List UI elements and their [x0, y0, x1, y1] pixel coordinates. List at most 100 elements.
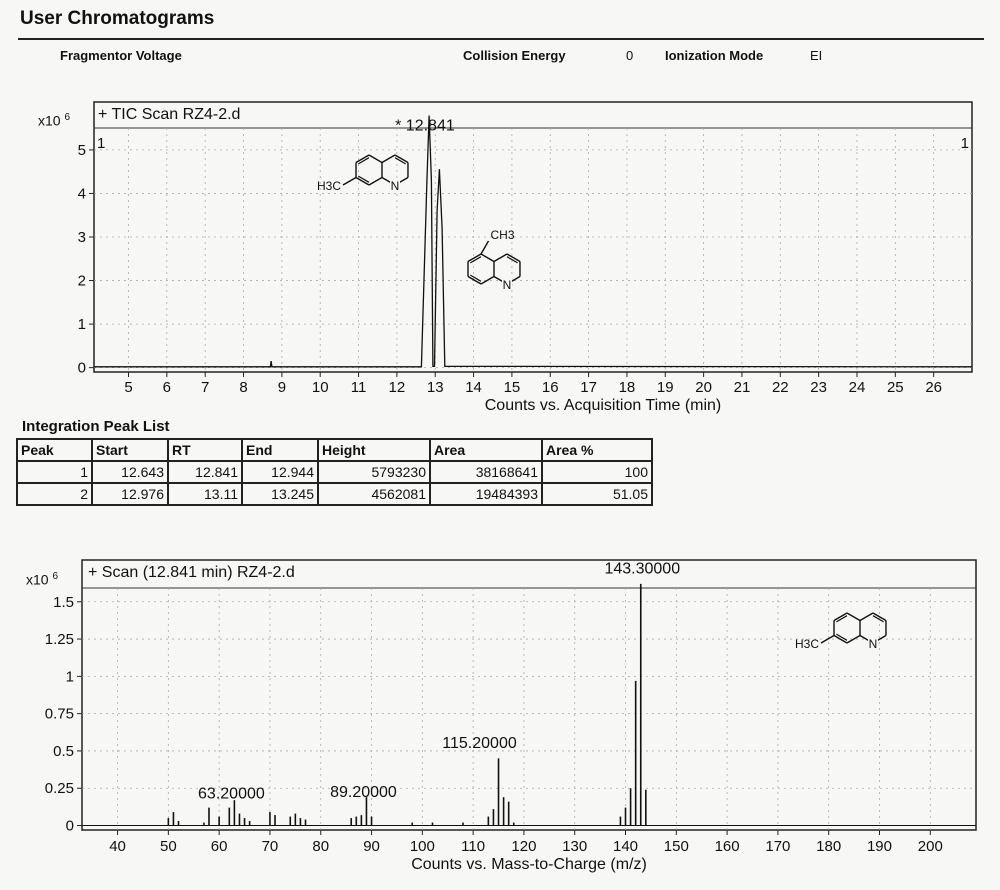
ms-structure-7-methylquinoline-double-bond — [836, 615, 848, 623]
ms-structure-7-methylquinoline-atom-bg — [867, 637, 878, 649]
tic-x-tick-label: 14 — [465, 379, 482, 396]
tic-x-tick-label: 7 — [201, 379, 209, 396]
tic-x-axis-title: Counts vs. Acquisition Time (min) — [485, 397, 722, 414]
tic-x-tick-label: 23 — [810, 379, 827, 396]
ms-peak-label: 115.20000 — [442, 735, 517, 752]
tic-structure-7-methylquinoline-bond — [355, 154, 370, 164]
tic-x-tick-label: 16 — [542, 379, 559, 396]
title-divider — [18, 38, 984, 40]
ms-x-tick-label: 100 — [410, 838, 435, 855]
cell-area: 19484393 — [429, 482, 543, 506]
ms-x-tick-label: 190 — [867, 838, 892, 855]
tic-structure-5-methylquinoline-double-bond — [470, 256, 482, 264]
ms-x-tick-label: 200 — [918, 838, 943, 855]
cell-area-pct: 51.05 — [541, 482, 653, 506]
tic-x-tick-label: 26 — [925, 379, 942, 396]
table-header-row: Peak Start RT End Height Area Area % — [16, 438, 653, 462]
ms-y-tick-label: 1 — [66, 668, 74, 685]
ms-y-tick-label: 0.25 — [45, 780, 74, 797]
tic-x-tick-label: 12 — [389, 379, 406, 396]
header-height: Height — [317, 438, 431, 462]
cell-area: 38168641 — [429, 460, 543, 484]
ms-y-tick-label: 0 — [66, 818, 74, 835]
tic-x-tick-label: 11 — [351, 379, 367, 396]
ionization-mode-label: Ionization Mode — [665, 48, 764, 63]
tic-structure-7-methylquinoline-double-bond — [358, 175, 370, 183]
tic-x-tick-label: 8 — [239, 379, 247, 396]
ms-structure-7-methylquinoline-bond — [846, 612, 861, 622]
tic-structure-7-methylquinoline-bond — [368, 176, 383, 186]
ms-structure-7-methylquinoline-bond — [833, 612, 848, 622]
cell-start: 12.976 — [91, 482, 169, 506]
ionization-mode-value: EI — [810, 48, 823, 63]
tic-y-tick-label: 3 — [78, 229, 86, 246]
ms-structure-7-methylquinoline-substituent-bond — [820, 634, 835, 644]
tic-x-tick-label: 10 — [312, 379, 329, 396]
ms-x-tick-label: 170 — [765, 838, 790, 855]
tic-y-tick-label: 1 — [78, 316, 86, 333]
cell-rt: 13.11 — [167, 482, 243, 506]
tic-structure-5-methylquinoline-atom-bg — [501, 278, 512, 290]
ms-y-multiplier: x10 6 — [26, 571, 59, 588]
header-area: Area — [429, 438, 543, 462]
ms-x-tick-label: 160 — [715, 838, 740, 855]
tic-structure-5-methylquinoline-bond — [467, 275, 482, 285]
ms-structure-7-methylquinoline-nitrogen-label: N — [869, 637, 878, 651]
tic-structure-5-methylquinoline-bond — [467, 253, 482, 263]
tic-structure-5-methylquinoline-double-bond — [506, 256, 518, 264]
tic-structure-5-methylquinoline-double-bond — [470, 274, 482, 282]
cell-end: 12.944 — [241, 460, 319, 484]
header-peak: Peak — [16, 438, 93, 462]
tic-structure-7-methylquinoline-methyl-label: H3C — [317, 179, 341, 193]
tic-x-tick-label: 6 — [163, 379, 171, 396]
ms-chart-title: + Scan (12.841 min) RZ4-2.d — [88, 564, 295, 581]
ms-x-tick-label: 110 — [461, 838, 485, 855]
ms-x-tick-label: 180 — [816, 838, 841, 855]
ms-structure-7-methylquinoline-bond — [833, 634, 848, 644]
tic-x-tick-label: 5 — [124, 379, 132, 396]
tic-structure-5-methylquinoline-methyl-label: CH3 — [491, 228, 515, 242]
ms-x-tick-label: 90 — [363, 838, 380, 855]
tic-structure-5-methylquinoline-bond — [493, 253, 508, 263]
tic-structure-7-methylquinoline-double-bond — [394, 157, 406, 165]
ms-structure-7-methylquinoline-bond — [846, 634, 861, 644]
tic-structure-7-methylquinoline-bond — [355, 176, 370, 186]
tic-y-multiplier: x10 6 — [38, 112, 71, 129]
ms-x-tick-label: 130 — [562, 838, 587, 855]
tic-y-tick-label: 4 — [78, 185, 86, 202]
tic-x-tick-label: 13 — [427, 379, 444, 396]
table-row: 2 12.976 13.11 13.245 4562081 19484393 5… — [16, 482, 653, 506]
ms-x-tick-label: 120 — [511, 838, 536, 855]
ms-y-tick-label: 1.25 — [45, 631, 74, 648]
tic-x-tick-label: 19 — [657, 379, 674, 396]
tic-x-tick-label: 24 — [849, 379, 866, 396]
cell-end: 13.245 — [241, 482, 319, 506]
ms-peak-label: 143.30000 — [604, 560, 680, 577]
tic-structure-5-methylquinoline-nitrogen-label: N — [503, 278, 512, 292]
ms-x-tick-label: 80 — [312, 838, 329, 855]
ms-y-tick-label: 1.5 — [53, 594, 74, 611]
tic-structure-7-methylquinoline-nitrogen-label: N — [391, 179, 400, 193]
ms-plot-frame — [81, 559, 977, 831]
ms-x-tick-label: 60 — [211, 838, 228, 855]
tic-marker-right: 1 — [961, 135, 969, 152]
page-title: User Chromatograms — [20, 8, 215, 29]
tic-peak-label: * 12.841 — [395, 117, 455, 134]
ms-peak-label: 63.20000 — [198, 786, 265, 803]
tic-y-tick-label: 2 — [78, 273, 86, 290]
tic-structure-7-methylquinoline-bond — [368, 154, 383, 164]
tic-structure-7-methylquinoline-double-bond — [358, 157, 370, 165]
tic-chart-title: + TIC Scan RZ4-2.d — [98, 106, 241, 123]
ms-x-tick-label: 150 — [664, 838, 689, 855]
cell-rt: 12.841 — [167, 460, 243, 484]
tic-marker-left: 1 — [97, 135, 105, 152]
ms-structure-7-methylquinoline-methyl-label: H3C — [795, 637, 819, 651]
tic-structure-7-methylquinoline-bond — [381, 154, 396, 164]
collision-energy-label: Collision Energy — [463, 48, 566, 63]
ms-x-tick-label: 70 — [262, 838, 279, 855]
integration-table-title: Integration Peak List — [22, 418, 170, 435]
collision-energy-value: 0 — [626, 48, 634, 63]
ms-peak-label: 89.20000 — [330, 784, 397, 801]
